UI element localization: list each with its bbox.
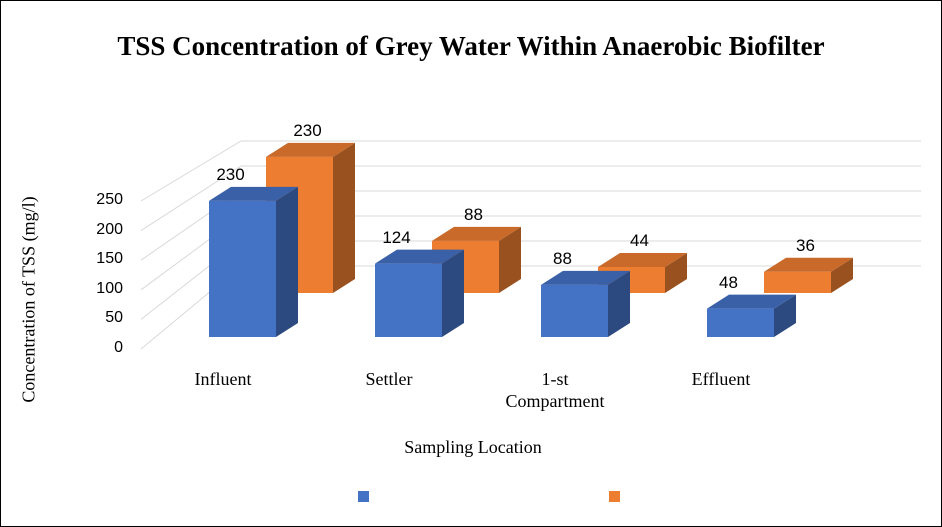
bar <box>209 186 298 337</box>
x-tick-label: 1-st Compartment <box>505 369 605 411</box>
x-tick-label: Settler <box>365 369 413 389</box>
bar-top <box>375 249 464 264</box>
bar-side <box>442 249 464 337</box>
bar <box>375 249 464 337</box>
y-tick-label: 50 <box>105 309 123 327</box>
x-tick-label: Influent <box>194 369 252 389</box>
bar-top <box>432 226 521 241</box>
data-label: 36 <box>796 235 815 255</box>
data-label: 48 <box>719 272 738 292</box>
bar-side <box>774 294 796 337</box>
bar-front <box>707 308 774 337</box>
bar-top <box>266 142 355 157</box>
bar-front <box>541 284 608 337</box>
data-label: 88 <box>553 248 572 268</box>
bar-front <box>764 271 831 293</box>
bar-side <box>831 257 853 293</box>
x-tick-label: Effluent <box>691 369 751 389</box>
data-label: 88 <box>464 204 483 224</box>
bar-top <box>764 257 853 272</box>
x-axis-label: Sampling Location <box>404 437 542 457</box>
bar-front <box>209 200 276 337</box>
bar-side <box>276 186 298 337</box>
bar-top <box>209 186 298 201</box>
bar-side <box>608 270 630 337</box>
bar <box>541 270 630 337</box>
bar-top <box>707 294 796 309</box>
grid-line <box>140 140 921 202</box>
data-label: 44 <box>630 230 649 250</box>
chart-title: TSS Concentration of Grey Water Within A… <box>117 31 825 61</box>
bar-front <box>375 263 442 337</box>
y-axis-label: Concentration of TSS (mg/l) <box>18 196 39 403</box>
bar-side <box>333 142 355 293</box>
data-label: 124 <box>382 227 411 247</box>
bar-top <box>598 252 687 267</box>
data-label: 230 <box>293 120 322 140</box>
y-tick-label: 200 <box>96 220 123 238</box>
bar <box>707 294 796 337</box>
bar-side <box>665 252 687 293</box>
data-label: 230 <box>216 164 245 184</box>
bar-side <box>499 226 521 293</box>
bar <box>764 257 853 293</box>
legend-swatch <box>609 491 620 502</box>
y-tick-label: 100 <box>96 279 123 297</box>
y-tick-label: 0 <box>114 339 123 356</box>
y-tick-label: 150 <box>96 250 123 268</box>
grid-line <box>140 165 921 232</box>
y-tick-label: 250 <box>96 191 123 208</box>
legend-swatch <box>358 491 369 502</box>
bar-top <box>541 270 630 285</box>
